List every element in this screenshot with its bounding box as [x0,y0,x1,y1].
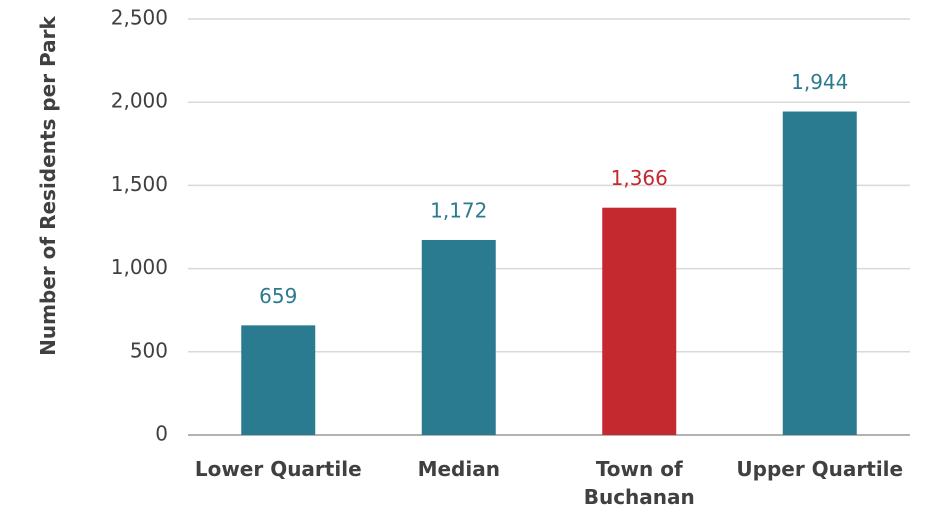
y-tick-label: 2,000 [111,89,168,113]
bar [241,325,316,435]
value-label: 1,366 [611,166,668,190]
y-tick-label: 1,000 [111,255,168,279]
y-axis-title: Number of Residents per Park [36,16,60,356]
y-tick-label: 500 [130,338,168,362]
bar [602,207,677,435]
x-tick-label: Lower Quartile [194,457,362,481]
value-label: 659 [259,284,297,308]
x-tick-label: Upper Quartile [736,457,904,481]
x-tick-label: Town of Buchanan [583,457,695,509]
value-label: 1,944 [791,70,848,94]
bar [421,239,496,435]
x-tick-label: Median [417,457,500,481]
y-tick-label: 1,500 [111,172,168,196]
y-tick-label: 2,500 [111,6,168,30]
value-label: 1,172 [430,198,487,222]
y-tick-label: 0 [155,422,168,446]
bar [782,111,857,435]
